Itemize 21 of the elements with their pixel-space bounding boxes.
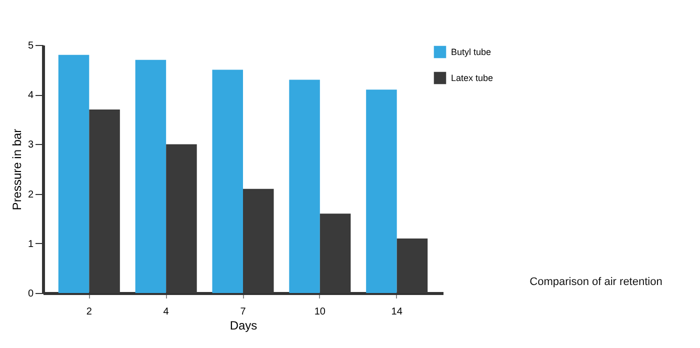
y-tick-label: 3 — [28, 140, 34, 151]
x-tick-label: 14 — [391, 306, 403, 318]
x-tick-label: 4 — [163, 306, 170, 318]
legend-label: Butyl tube — [451, 47, 492, 57]
y-tick-label: 5 — [28, 40, 34, 52]
text: Comparison of air retention — [530, 276, 662, 288]
y-axis-title: Pressure in bar — [10, 128, 24, 210]
x-tick-label: 2 — [86, 306, 92, 318]
y-tick-label: 4 — [28, 90, 34, 102]
y-tick-label: 2 — [28, 189, 34, 200]
bar — [135, 60, 166, 293]
bar — [212, 70, 243, 293]
x-tick-label: 10 — [314, 306, 326, 318]
x-tick-label: 7 — [240, 306, 246, 318]
bar — [58, 54, 90, 293]
y-tick-label: 1 — [28, 238, 34, 250]
y-tick-label: 0 — [28, 288, 34, 300]
bar — [366, 90, 397, 293]
bar — [289, 80, 320, 293]
legend-label: Latex tube — [451, 73, 494, 83]
x-axis-title: Days — [230, 318, 258, 332]
